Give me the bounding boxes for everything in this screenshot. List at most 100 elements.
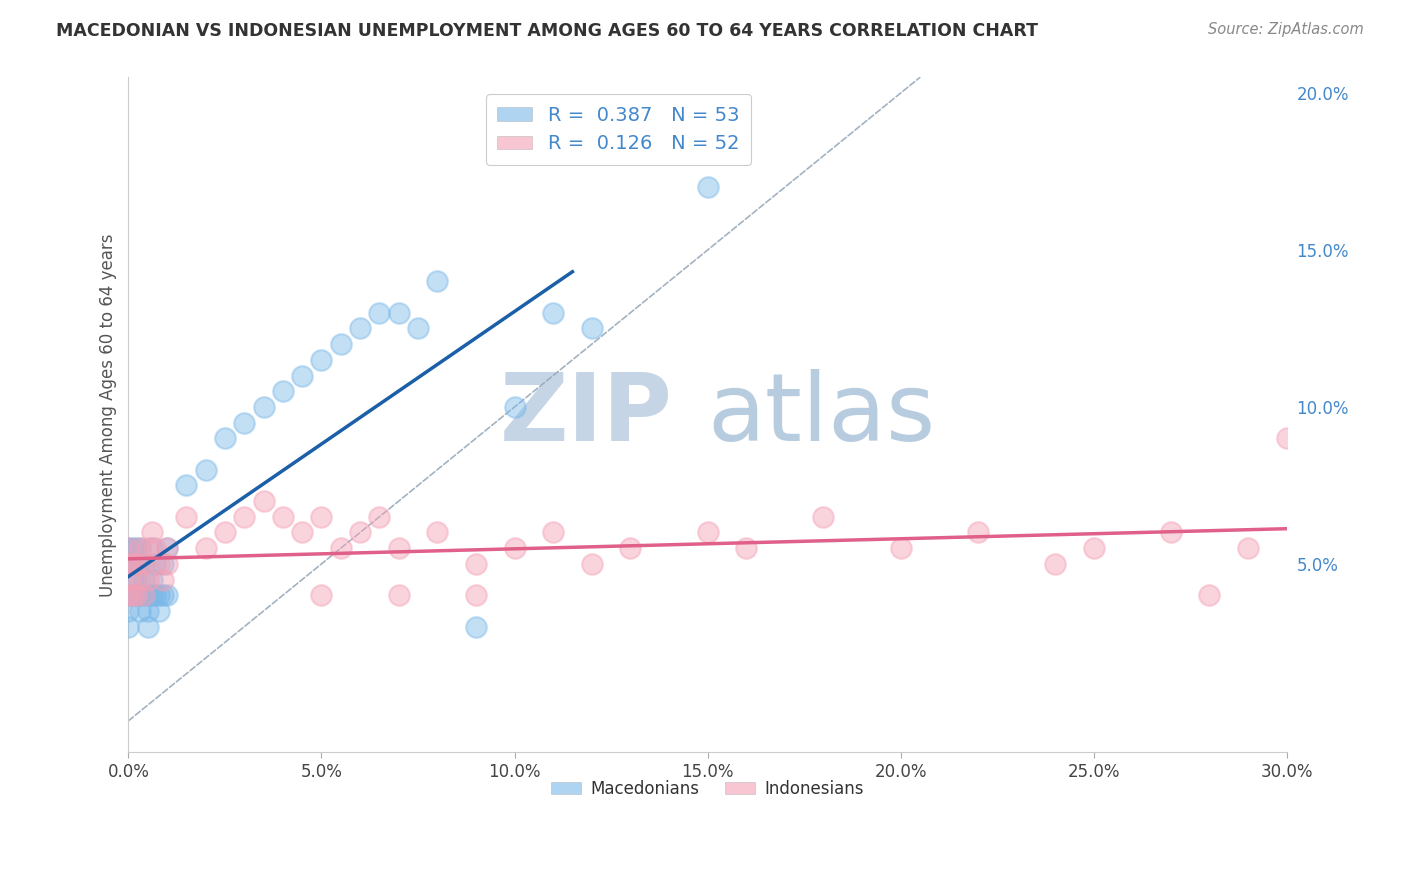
Point bbox=[581, 557, 603, 571]
Point bbox=[156, 557, 179, 571]
Point bbox=[136, 619, 159, 633]
Point bbox=[252, 494, 274, 508]
Text: ZIP: ZIP bbox=[501, 368, 673, 461]
Point bbox=[388, 588, 411, 602]
Point bbox=[464, 619, 486, 633]
Point bbox=[129, 541, 152, 556]
Point bbox=[117, 541, 139, 556]
Point bbox=[581, 321, 603, 335]
Point bbox=[145, 557, 167, 571]
Point bbox=[1198, 588, 1220, 602]
Point bbox=[121, 557, 143, 571]
Point bbox=[1083, 541, 1105, 556]
Point bbox=[152, 557, 174, 571]
Point bbox=[696, 525, 718, 540]
Point bbox=[176, 478, 198, 492]
Point bbox=[152, 588, 174, 602]
Point bbox=[156, 541, 179, 556]
Point bbox=[329, 337, 352, 351]
Point bbox=[132, 557, 155, 571]
Point bbox=[132, 557, 155, 571]
Point bbox=[117, 557, 139, 571]
Point bbox=[117, 557, 139, 571]
Text: MACEDONIAN VS INDONESIAN UNEMPLOYMENT AMONG AGES 60 TO 64 YEARS CORRELATION CHAR: MACEDONIAN VS INDONESIAN UNEMPLOYMENT AM… bbox=[56, 22, 1038, 40]
Text: Source: ZipAtlas.com: Source: ZipAtlas.com bbox=[1208, 22, 1364, 37]
Point bbox=[214, 525, 236, 540]
Point bbox=[152, 573, 174, 587]
Point bbox=[388, 541, 411, 556]
Point bbox=[121, 588, 143, 602]
Point bbox=[252, 400, 274, 414]
Point bbox=[117, 604, 139, 618]
Point bbox=[125, 557, 148, 571]
Point bbox=[125, 541, 148, 556]
Point bbox=[1160, 525, 1182, 540]
Point bbox=[121, 588, 143, 602]
Point bbox=[132, 573, 155, 587]
Point bbox=[1275, 431, 1298, 445]
Point bbox=[121, 541, 143, 556]
Point bbox=[148, 557, 170, 571]
Point bbox=[619, 541, 641, 556]
Point bbox=[329, 541, 352, 556]
Point bbox=[176, 509, 198, 524]
Point bbox=[132, 588, 155, 602]
Point bbox=[1043, 557, 1066, 571]
Point bbox=[735, 541, 758, 556]
Point bbox=[349, 321, 371, 335]
Point bbox=[233, 509, 256, 524]
Point bbox=[136, 604, 159, 618]
Point bbox=[156, 588, 179, 602]
Point bbox=[141, 541, 163, 556]
Point bbox=[890, 541, 912, 556]
Point bbox=[966, 525, 988, 540]
Point bbox=[125, 573, 148, 587]
Point bbox=[541, 525, 564, 540]
Point bbox=[145, 588, 167, 602]
Point bbox=[136, 573, 159, 587]
Point bbox=[145, 541, 167, 556]
Point bbox=[129, 604, 152, 618]
Point bbox=[426, 525, 449, 540]
Point bbox=[156, 541, 179, 556]
Point bbox=[464, 588, 486, 602]
Point bbox=[368, 306, 391, 320]
Point bbox=[117, 588, 139, 602]
Point bbox=[136, 541, 159, 556]
Point bbox=[129, 588, 152, 602]
Point bbox=[696, 180, 718, 194]
Point bbox=[136, 588, 159, 602]
Point bbox=[813, 509, 835, 524]
Legend: Macedonians, Indonesians: Macedonians, Indonesians bbox=[544, 773, 870, 805]
Point bbox=[426, 274, 449, 288]
Point bbox=[117, 541, 139, 556]
Point bbox=[125, 557, 148, 571]
Point bbox=[1237, 541, 1260, 556]
Point bbox=[129, 557, 152, 571]
Text: atlas: atlas bbox=[707, 368, 936, 461]
Point bbox=[121, 573, 143, 587]
Point bbox=[388, 306, 411, 320]
Point bbox=[141, 588, 163, 602]
Point bbox=[194, 541, 217, 556]
Point bbox=[271, 384, 294, 399]
Point bbox=[117, 573, 139, 587]
Point bbox=[368, 509, 391, 524]
Point bbox=[148, 604, 170, 618]
Point bbox=[271, 509, 294, 524]
Point bbox=[291, 368, 314, 383]
Point bbox=[291, 525, 314, 540]
Y-axis label: Unemployment Among Ages 60 to 64 years: Unemployment Among Ages 60 to 64 years bbox=[100, 233, 117, 597]
Point bbox=[214, 431, 236, 445]
Point bbox=[311, 352, 333, 367]
Point bbox=[117, 588, 139, 602]
Point bbox=[311, 588, 333, 602]
Point bbox=[125, 588, 148, 602]
Point bbox=[311, 509, 333, 524]
Point bbox=[141, 525, 163, 540]
Point bbox=[406, 321, 429, 335]
Point bbox=[129, 541, 152, 556]
Point bbox=[132, 588, 155, 602]
Point bbox=[541, 306, 564, 320]
Point bbox=[349, 525, 371, 540]
